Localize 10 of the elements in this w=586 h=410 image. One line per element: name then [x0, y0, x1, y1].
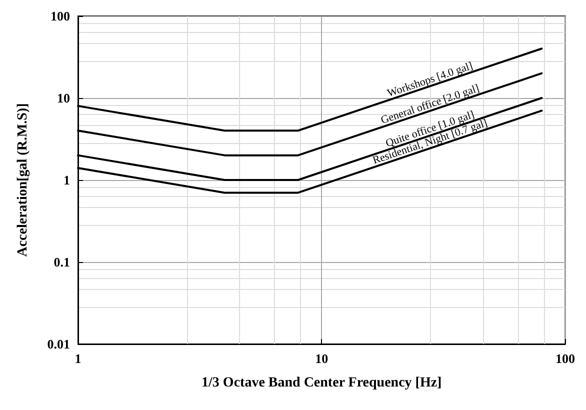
y-axis-title: Acceleration[gal (R.M.S)] [16, 103, 30, 257]
y-tick-label: 10 [57, 90, 70, 106]
y-tick-label: 1 [64, 172, 70, 188]
y-tick-label: 100 [50, 8, 70, 24]
y-tick-label: 0.01 [47, 336, 70, 352]
x-tick-label: 10 [315, 351, 328, 366]
x-axis-title: 1/3 Octave Band Center Frequency [Hz] [202, 376, 442, 390]
x-tick-label: 100 [556, 351, 575, 366]
y-tick-label: 0.1 [54, 254, 70, 270]
x-tick-label: 1 [74, 351, 82, 366]
